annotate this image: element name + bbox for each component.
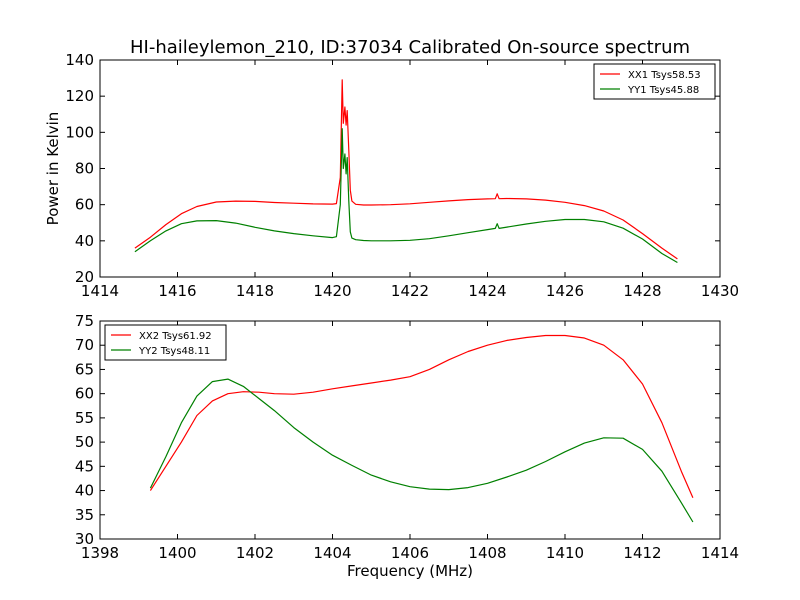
y-tick-label: 45 <box>75 457 94 475</box>
y-tick-label: 100 <box>65 123 94 141</box>
x-tick-label: 1414 <box>701 544 739 562</box>
y-tick-label: 75 <box>75 312 94 330</box>
x-tick-label: 1408 <box>468 544 506 562</box>
x-tick-label: 1422 <box>391 282 429 300</box>
series-lines <box>134 79 678 264</box>
y-tick-label: 80 <box>75 160 94 178</box>
chart-title: HI-haileylemon_210, ID:37034 Calibrated … <box>130 37 690 58</box>
x-tick-label: 1426 <box>546 282 584 300</box>
y-tick-label: 65 <box>75 360 94 378</box>
x-tick-label: 1400 <box>158 544 196 562</box>
series-line-xx1 <box>134 79 678 260</box>
legend-entry: XX2 Tsys61.92 <box>139 331 212 342</box>
x-tick-label: 1430 <box>701 282 739 300</box>
x-tick-label: 1420 <box>313 282 351 300</box>
top-panel: 1414 1416 1418 1420 1422 1424 1426 1428 1430 20 40… <box>44 51 739 300</box>
y-tick-label: 40 <box>75 232 94 250</box>
legend-entry: XX1 Tsys58.53 <box>628 70 701 81</box>
y-tick-label: 60 <box>75 196 94 214</box>
x-tick-label: 1410 <box>546 544 584 562</box>
legend: XX1 Tsys58.53 YY1 Tsys45.88 <box>593 63 716 100</box>
legend-entry: YY1 Tsys45.88 <box>627 85 699 96</box>
y-tick-label: 50 <box>75 433 94 451</box>
x-tick-label: 1424 <box>468 282 506 300</box>
series-line-xx2 <box>149 334 694 499</box>
y-axis-label: Power in Kelvin <box>44 112 62 226</box>
series-lines <box>149 334 694 523</box>
series-line-yy2 <box>149 378 694 523</box>
y-tick-label: 55 <box>75 409 94 427</box>
x-tick-label: 1404 <box>313 544 351 562</box>
x-tick-label: 1414 <box>81 282 119 300</box>
y-tick-label: 70 <box>75 336 94 354</box>
x-axis-label: Frequency (MHz) <box>347 562 473 580</box>
x-tick-label: 1406 <box>391 544 429 562</box>
bottom-panel: 1398 1400 1402 1404 1406 1408 1410 1412 1414 30 35… <box>75 312 739 580</box>
legend-box <box>593 63 716 100</box>
legend-entry: YY2 Tsys48.11 <box>138 346 210 357</box>
y-tick-label: 30 <box>75 530 94 548</box>
x-tick-label: 1416 <box>158 282 196 300</box>
series-line-yy1 <box>134 128 678 264</box>
legend-box <box>104 324 227 361</box>
y-tick-label: 20 <box>75 268 94 286</box>
x-tick-label: 1412 <box>623 544 661 562</box>
y-tick-label: 120 <box>65 87 94 105</box>
legend: XX2 Tsys61.92 YY2 Tsys48.11 <box>104 324 227 361</box>
x-tick-label: 1398 <box>81 544 119 562</box>
y-tick-label: 60 <box>75 385 94 403</box>
x-tick-label: 1402 <box>236 544 274 562</box>
y-tick-label: 40 <box>75 482 94 500</box>
y-tick-label: 35 <box>75 506 94 524</box>
y-tick-label: 140 <box>65 51 94 69</box>
x-tick-label: 1418 <box>236 282 274 300</box>
x-tick-label: 1428 <box>623 282 661 300</box>
